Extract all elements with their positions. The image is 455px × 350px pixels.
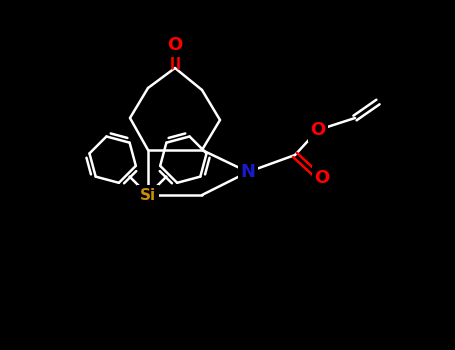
Text: Si: Si (140, 188, 156, 203)
Text: O: O (167, 36, 182, 54)
Text: N: N (241, 163, 256, 181)
Text: O: O (310, 121, 326, 139)
Text: O: O (314, 169, 329, 187)
